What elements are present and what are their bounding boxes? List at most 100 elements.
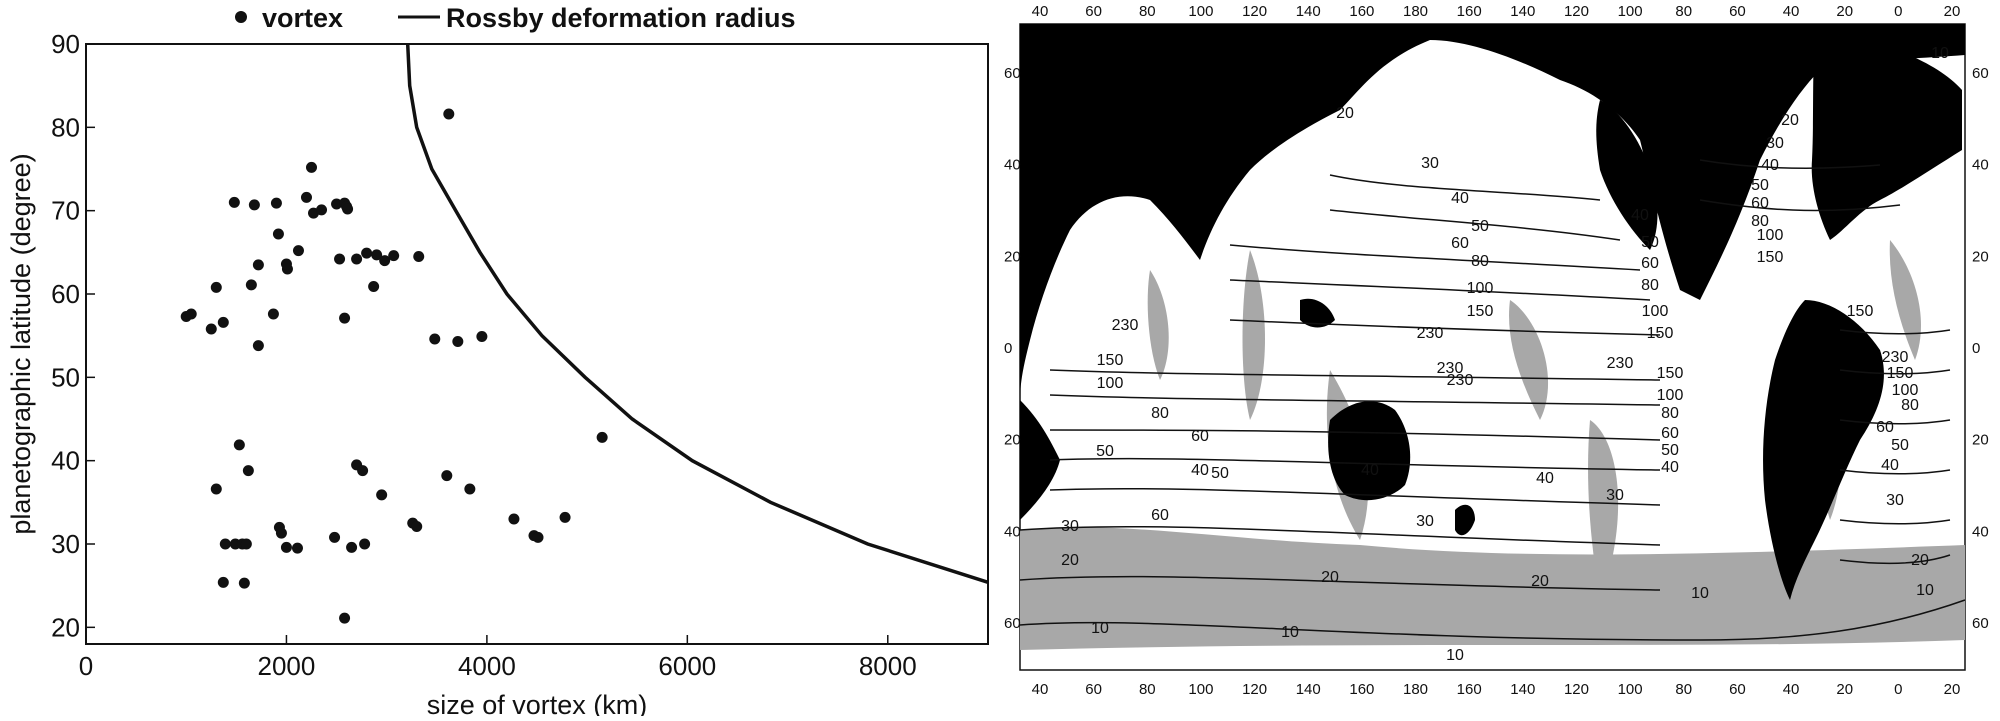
contour-label: 50 [1891,437,1909,454]
contour-label: 60 [1876,419,1894,436]
contour-label: 30 [1061,518,1079,535]
contour-label: 150 [1657,365,1684,382]
contour-label: 40 [1661,459,1679,476]
x-tick-label: 8000 [859,651,917,681]
map-top-tick-label: 0 [1894,3,1902,20]
contour-label: 80 [1751,213,1769,230]
vortex-point [300,191,312,203]
contour-label: 100 [1642,303,1669,320]
map-top-tick-label: 120 [1564,3,1589,20]
vortex-point [217,316,229,328]
vortex-point [376,489,388,501]
vortex-point [359,538,371,550]
vortex-point [508,513,520,525]
map-bottom-tick-label: 180 [1403,681,1428,698]
y-tick-label: 80 [51,112,80,142]
map-bottom-tick-label: 100 [1618,681,1643,698]
rossby-curve [405,43,989,584]
map-left-tick-label: 20 [1004,248,1021,265]
map-bottom-tick-label: 0 [1894,681,1902,698]
vortex-point [532,531,544,543]
map-left-tick-label: 0 [1004,340,1012,357]
vortex-point [443,108,455,120]
vortex-point [272,228,284,240]
map-bottom-tick-label: 20 [1944,681,1961,698]
y-axis-title: planetographic latitude (degree) [6,153,36,534]
contour-label: 230 [1417,325,1444,342]
y-tick-label: 90 [51,29,80,59]
x-axis: 0 2000 4000 6000 8000 [79,635,917,681]
contour-label: 10 [1931,45,1949,62]
contour-label: 30 [1766,135,1784,152]
map-top-tick-label: 180 [1403,3,1428,20]
x-tick-label: 0 [79,651,93,681]
vortex-point [240,538,252,550]
vortex-point [413,251,425,262]
vortex-point [559,511,571,523]
contour-label: 100 [1892,382,1919,399]
vortex-point [411,521,423,532]
contour-label: 20 [1061,552,1079,569]
contour-label: 20 [1336,105,1354,122]
vortex-point [306,161,317,173]
contour-label: 10 [1916,582,1934,599]
map-top-tick-label: 40 [1032,3,1049,20]
map-right-tick-label: 60 [1972,65,1989,82]
contour-label: 40 [1881,457,1899,474]
plot-area-frame [85,43,989,645]
map-right-tick-label: 60 [1972,615,1989,632]
contour-label: 10 [1091,620,1109,637]
map-right-tick-label: 40 [1972,523,1989,540]
y-tick-label: 30 [51,529,80,559]
contour-label: 20 [1531,573,1549,590]
vortex-point [291,542,303,554]
vortex-point [252,259,264,271]
map-bottom-tick-label: 120 [1242,681,1267,698]
vortex-point [441,470,453,482]
contour-label: 50 [1471,218,1489,235]
map-bottom-tick-label: 40 [1783,681,1800,698]
map-bottom-tick-label: 100 [1188,681,1213,698]
map-right-tick-label: 20 [1972,248,1989,265]
map-left-tick-label: 20 [1004,432,1021,449]
map-bottom-tick-label: 60 [1729,681,1746,698]
contour-label: 20 [1781,112,1799,129]
landmasses [1020,24,1965,700]
contour-label: 100 [1467,280,1494,297]
contour-label: 230 [1447,372,1474,389]
vortex-point [270,197,282,209]
vortex-point [292,245,304,257]
contour-label: 150 [1467,303,1494,320]
vortex-point [452,336,464,347]
vortex-point [388,250,400,262]
map-top-tick-label: 140 [1296,3,1321,20]
vortex-point [219,538,231,550]
map-top-tick-label: 160 [1457,3,1482,20]
vortex-point [267,308,279,320]
scatter-chart-panel: vortex Rossby deformation radius 0 2000 40… [0,0,1000,720]
contour-label: 230 [1882,349,1909,366]
vortex-point [329,531,341,543]
x-tick-label: 2000 [258,651,316,681]
vortex-point [233,439,245,451]
map-bottom-tick-label: 140 [1296,681,1321,698]
contour-label: 10 [1446,647,1464,664]
vortex-point [245,279,257,291]
map-top-tick-label: 80 [1675,3,1692,20]
legend-vortex-label: vortex [262,3,343,33]
map-top-tick-label: 40 [1783,3,1800,20]
vortex-point [331,198,343,210]
contour-label: 40 [1536,470,1554,487]
vortex-point [210,281,222,293]
contour-label: 60 [1191,428,1209,445]
map-left-tick-label: 60 [1004,65,1021,82]
contour-label: 40 [1361,462,1379,479]
y-axis: 20 30 40 50 60 70 80 90 [51,29,95,642]
vortex-point [596,431,608,443]
map-bottom-tick-label: 140 [1510,681,1535,698]
map-top-tick-label: 80 [1139,3,1156,20]
map-right-tick-label: 40 [1972,157,1989,174]
contour-label: 150 [1847,303,1874,320]
scatter-chart: vortex Rossby deformation radius 0 2000 40… [6,3,989,720]
